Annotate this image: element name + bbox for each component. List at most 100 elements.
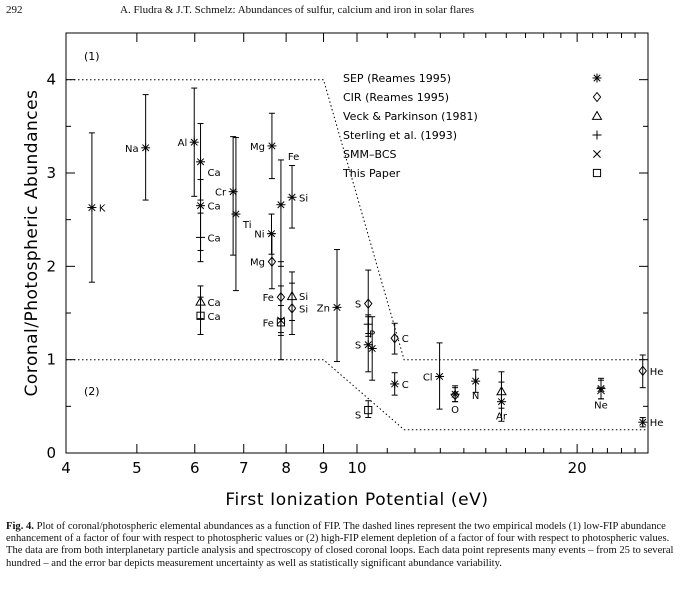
element-label: Ca [208, 233, 221, 244]
asterisk-marker [267, 141, 277, 151]
data-point [332, 249, 342, 363]
plus-marker [363, 319, 373, 329]
x-tick-label: 5 [132, 459, 142, 477]
element-label: S [355, 300, 361, 311]
model-line [66, 79, 648, 361]
asterisk-marker [638, 417, 648, 427]
element-label: Fe [263, 293, 274, 304]
marker-stroke [288, 193, 296, 201]
marker-stroke [88, 203, 96, 212]
data-point [267, 233, 277, 290]
marker-shape [450, 389, 460, 401]
x-tick-label: 8 [281, 459, 291, 477]
data-point [276, 285, 286, 361]
marker-stroke [333, 303, 341, 311]
element-label: Mg [250, 142, 265, 153]
diamond-marker [363, 298, 373, 309]
x-tick-label: 20 [568, 459, 587, 477]
data-point [638, 354, 647, 389]
marker-stroke [593, 150, 601, 158]
marker-stroke [364, 341, 372, 349]
plus-marker [592, 130, 602, 140]
data-point [87, 132, 97, 283]
element-label: Ni [254, 230, 264, 241]
element-label: Zn [317, 303, 330, 314]
data-point [471, 369, 481, 393]
marker-stroke [142, 144, 150, 152]
asterisk-marker [592, 73, 602, 83]
asterisk-marker [276, 200, 286, 210]
legend-label: Sterling et al. (1993) [343, 129, 457, 142]
asterisk-marker [196, 157, 206, 167]
element-label: Ca [208, 168, 221, 179]
data-points [87, 87, 648, 428]
element-label: Mg [250, 258, 265, 269]
data-point [287, 165, 297, 229]
element-label: Ar [496, 412, 508, 423]
element-label: Ne [594, 400, 608, 411]
diamond-marker [638, 365, 647, 377]
asterisk-marker [390, 379, 400, 389]
data-point [189, 87, 199, 197]
marker-shape [276, 318, 286, 327]
element-label: P [369, 329, 375, 340]
square-marker [196, 311, 205, 320]
marker-stroke [597, 386, 605, 395]
legend-item: This Paper [342, 167, 602, 180]
element-label: Ca [208, 312, 221, 323]
y-tick-label: 2 [46, 257, 56, 275]
data-point [435, 342, 445, 410]
element-label: He [650, 418, 664, 429]
data-point [286, 271, 298, 321]
marker-shape [286, 290, 298, 301]
axis-ticks: 4 5 6 7 8 9 10 20 0 1 2 3 4 [46, 32, 649, 477]
marker-stroke [277, 201, 285, 209]
x-tick-label: 10 [347, 459, 366, 477]
asterisk-marker [196, 201, 206, 211]
data-point [496, 371, 507, 409]
legend-label: CIR (Reames 1995) [343, 91, 449, 104]
element-label: Ti [242, 220, 252, 231]
asterisk-marker [435, 371, 445, 381]
data-point [390, 372, 400, 396]
marker-stroke [368, 344, 376, 353]
legend-label: SEP (Reames 1995) [343, 72, 451, 85]
x-tick-label: 7 [239, 459, 249, 477]
triangle-marker [496, 385, 507, 396]
running-head: A. Fludra & J.T. Schmelz: Abundances of … [120, 4, 475, 16]
marker-shape [591, 110, 603, 120]
element-label: Fe [288, 152, 299, 163]
marker-stroke [196, 202, 205, 210]
element-label: Cr [215, 188, 227, 199]
y-tick-label: 1 [46, 351, 56, 369]
x-tick-label: 6 [190, 459, 200, 477]
legend-item: Sterling et al. (1993) [343, 129, 602, 142]
triangle-marker [591, 110, 603, 120]
marker-stroke [593, 74, 601, 82]
element-label: C [402, 334, 409, 345]
data-point [363, 314, 373, 335]
data-point [228, 136, 238, 256]
legend: SEP (Reames 1995) CIR (Reames 1995) Veck &… [342, 72, 603, 180]
asterisk-marker [332, 302, 342, 312]
triangle-marker [286, 290, 298, 301]
square-marker [364, 405, 373, 415]
element-label: C [402, 380, 409, 391]
legend-label: Veck & Parkinson (1981) [343, 110, 478, 123]
region-label: (1) [84, 50, 100, 63]
asterisk-marker [367, 343, 377, 353]
y-tick-label: 0 [46, 444, 56, 462]
caption-text: Plot of coronal/photospheric elemental a… [6, 521, 674, 569]
element-label: He [650, 367, 664, 378]
region-labels: (1) (2) [84, 50, 100, 398]
data-point [196, 296, 205, 335]
asterisk-marker [363, 340, 373, 350]
marker-shape [592, 91, 602, 103]
y-tick-label: 4 [46, 71, 56, 89]
marker-stroke [268, 142, 276, 150]
caption-lead: Fig. 4. [6, 521, 34, 532]
asterisk-marker [287, 192, 297, 202]
x-tick-label: 4 [61, 459, 71, 477]
element-label: Ca [208, 202, 221, 213]
element-label: K [99, 204, 106, 215]
